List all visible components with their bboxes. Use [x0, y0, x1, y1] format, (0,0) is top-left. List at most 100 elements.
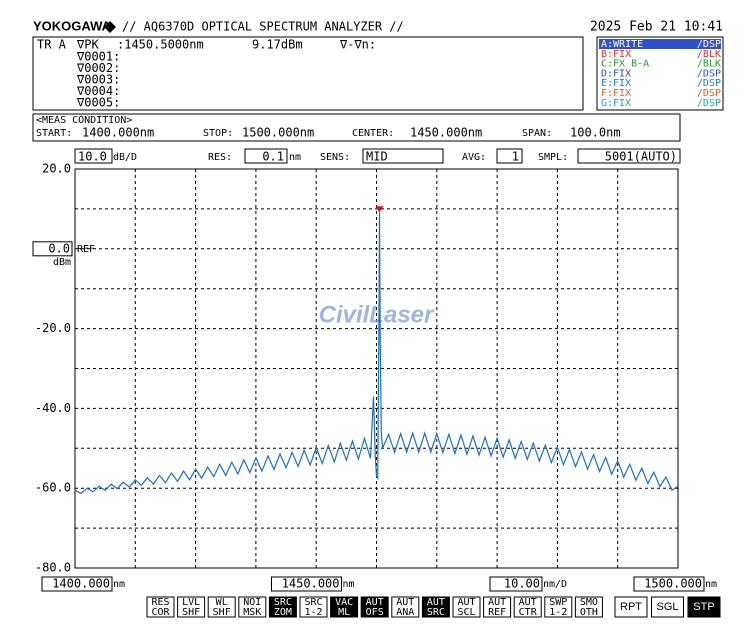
- soft-button-label[interactable]: AUT: [488, 597, 506, 608]
- soft-button-label[interactable]: REF: [488, 607, 506, 618]
- soft-button[interactable]: [574, 596, 603, 618]
- y-tick-label: -60.0: [35, 481, 71, 495]
- trace-highlight: [599, 39, 721, 49]
- xdiv-unit: nm/D: [543, 579, 567, 590]
- ref-value: 0.0: [48, 241, 70, 255]
- soft-button[interactable]: [268, 596, 297, 618]
- res-box: [244, 148, 288, 164]
- x-tick-label: 1500.000: [644, 577, 702, 591]
- soft-button-label[interactable]: VAC: [335, 597, 353, 608]
- soft-button[interactable]: [391, 596, 420, 618]
- trace-mode[interactable]: /DSP: [697, 78, 721, 89]
- trace-mode[interactable]: /DSP: [697, 98, 721, 109]
- marker-label: ∇0004:: [76, 84, 120, 98]
- x-unit: nm: [343, 579, 355, 590]
- soft-button[interactable]: [544, 596, 573, 618]
- soft-button-label[interactable]: RES: [151, 597, 169, 608]
- soft-button-label[interactable]: MSK: [243, 607, 261, 618]
- soft-button-label[interactable]: 1-2: [304, 607, 322, 618]
- avg-box: [496, 148, 523, 164]
- y-tick-label: -20.0: [35, 321, 71, 335]
- scale: 10.0: [78, 150, 107, 164]
- peak-label: ∇PK: [76, 38, 99, 52]
- watermark: CivilLaser: [319, 301, 435, 328]
- sens: MID: [366, 150, 388, 164]
- datetime: 2025 Feb 21 10:41: [590, 20, 723, 35]
- soft-button-label[interactable]: AUT: [396, 597, 414, 608]
- soft-button-label[interactable]: LVL: [182, 597, 200, 608]
- spectrum-line: [74, 212, 679, 495]
- soft-button-label[interactable]: OFS: [366, 607, 384, 618]
- trace-name[interactable]: F:FIX: [601, 88, 631, 99]
- soft-button-label[interactable]: AUT: [457, 597, 475, 608]
- soft-button[interactable]: [207, 596, 236, 618]
- trace-mode[interactable]: /DSP: [697, 88, 721, 99]
- center: 1450.000nm: [410, 126, 482, 140]
- trace-name[interactable]: A:WRITE: [601, 39, 643, 50]
- soft-button-label[interactable]: AUT: [427, 597, 445, 608]
- soft-button-label[interactable]: SHF: [213, 607, 231, 618]
- trace-name[interactable]: B:FIX: [601, 49, 631, 60]
- x-label-box: [271, 576, 342, 592]
- soft-button[interactable]: [360, 596, 389, 618]
- soft-button[interactable]: [513, 596, 542, 618]
- trace-name[interactable]: G:FIX: [601, 98, 631, 109]
- soft-button[interactable]: [238, 596, 267, 618]
- soft-button[interactable]: [299, 596, 328, 618]
- smpl: 5001(AUTO): [605, 150, 677, 164]
- trace-mode[interactable]: /DSP: [697, 39, 721, 50]
- soft-button-label[interactable]: SWP: [549, 597, 567, 608]
- soft-button-label[interactable]: ZOM: [274, 607, 292, 618]
- soft-button-label[interactable]: ML: [338, 607, 350, 618]
- soft-button[interactable]: [483, 596, 512, 618]
- brand: YOKOGAWA: [33, 18, 112, 33]
- stop-label: STOP:: [203, 128, 233, 139]
- soft-button[interactable]: [330, 596, 359, 618]
- soft-button-label[interactable]: SRC: [427, 607, 445, 618]
- trace-mode[interactable]: /DSP: [697, 68, 721, 79]
- marker-label: ∇0003:: [76, 73, 120, 87]
- key-button[interactable]: [614, 596, 648, 618]
- trace-name[interactable]: E:FIX: [601, 78, 631, 89]
- res: 0.1: [262, 150, 284, 164]
- marker-label: ∇0005:: [76, 96, 120, 110]
- soft-button-label[interactable]: SMO: [580, 597, 598, 608]
- brand-diamond: [104, 21, 116, 33]
- key-button-label[interactable]: SGL: [656, 601, 678, 613]
- key-button-label[interactable]: RPT: [620, 601, 642, 613]
- trace-mode[interactable]: /BLK: [697, 59, 721, 70]
- key-button-label[interactable]: STP: [693, 601, 714, 613]
- soft-button-label[interactable]: SCL: [457, 607, 475, 618]
- soft-button-label[interactable]: AUT: [519, 597, 537, 608]
- soft-button[interactable]: [452, 596, 481, 618]
- soft-button-label[interactable]: NOI: [243, 597, 261, 608]
- soft-button-label[interactable]: SRC: [274, 597, 292, 608]
- span-label: SPAN:: [522, 128, 552, 139]
- trace-mode[interactable]: /BLK: [697, 49, 721, 60]
- soft-button-label[interactable]: COR: [151, 607, 170, 618]
- peak-level: 9.17dBm: [252, 38, 303, 52]
- soft-button-label[interactable]: 1-2: [549, 607, 567, 618]
- soft-button[interactable]: [177, 596, 206, 618]
- x-label-box: [633, 576, 705, 592]
- soft-button-label[interactable]: OTH: [580, 607, 598, 618]
- soft-button-label[interactable]: AUT: [366, 597, 384, 608]
- soft-button[interactable]: [146, 596, 175, 618]
- soft-button[interactable]: [421, 596, 450, 618]
- y-tick-label: -40.0: [35, 401, 71, 415]
- x-label-box: [41, 576, 113, 592]
- key-button[interactable]: [651, 596, 684, 618]
- trace-label: TR A: [37, 38, 67, 52]
- soft-button-label[interactable]: CTR: [519, 607, 538, 618]
- soft-button-label[interactable]: ANA: [396, 607, 414, 618]
- key-button[interactable]: [687, 596, 721, 618]
- soft-button-label[interactable]: WL: [216, 597, 228, 608]
- soft-button-label[interactable]: SHF: [182, 607, 200, 618]
- res-unit: nm: [289, 152, 301, 163]
- trace-name[interactable]: D:FIX: [601, 68, 631, 79]
- trace-name[interactable]: C:FX B-A: [601, 59, 649, 70]
- stop: 1500.000nm: [242, 126, 314, 140]
- scale-unit: dB/D: [113, 152, 137, 163]
- soft-button-label[interactable]: SRC: [304, 597, 322, 608]
- x-tick-label: 1400.000: [52, 577, 110, 591]
